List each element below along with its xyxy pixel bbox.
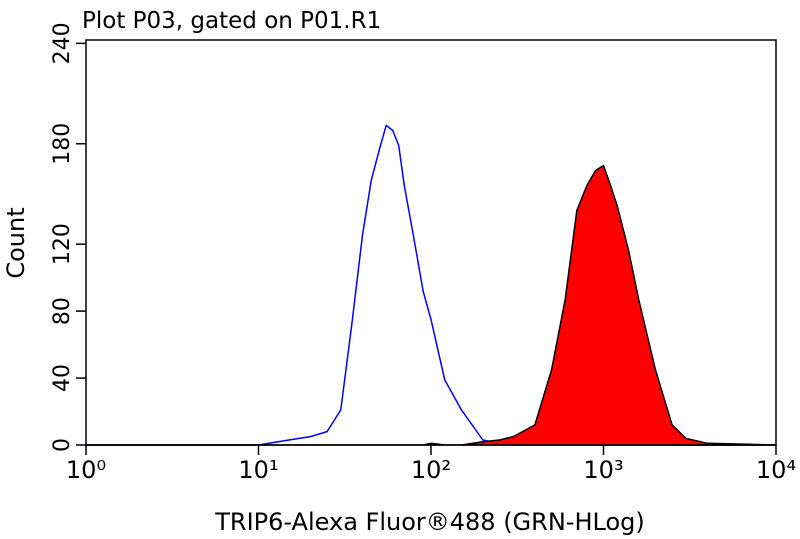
x-tick-label: 10¹ — [238, 456, 278, 484]
x-axis-label: TRIP6-Alexa Fluor®488 (GRN-HLog) — [214, 508, 644, 536]
y-tick-label: 180 — [50, 123, 75, 165]
y-tick-label: 240 — [50, 22, 75, 64]
y-axis-label: Count — [2, 207, 30, 278]
plot-area — [85, 124, 777, 446]
chart-title: Plot P03, gated on P01.R1 — [82, 8, 381, 34]
y-tick-label: 0 — [50, 438, 75, 452]
x-tick-label: 10⁴ — [756, 456, 796, 484]
outline-histogram — [86, 124, 776, 446]
y-tick-label: 120 — [50, 223, 75, 265]
y-tick-label: 80 — [50, 297, 75, 325]
x-tick-label: 10³ — [583, 456, 623, 484]
x-tick-label: 10⁰ — [66, 456, 106, 484]
y-tick-label: 40 — [50, 364, 75, 392]
filled-histogram — [85, 164, 777, 446]
plot-frame — [85, 39, 777, 446]
x-tick-label: 10² — [411, 456, 451, 484]
